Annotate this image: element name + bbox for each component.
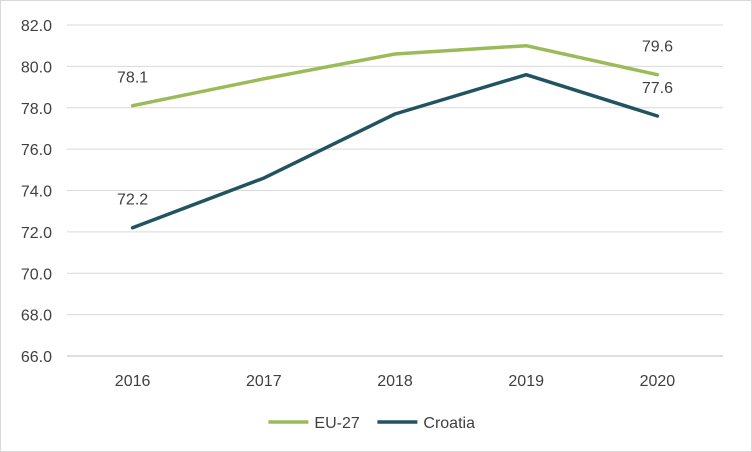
legend-label-croatia: Croatia xyxy=(423,415,475,432)
data-label: 77.6 xyxy=(642,80,673,97)
y-tick-label: 68.0 xyxy=(21,308,52,325)
y-tick-label: 76.0 xyxy=(21,142,52,159)
y-tick-label: 82.0 xyxy=(21,18,52,35)
y-tick-label: 74.0 xyxy=(21,184,52,201)
y-tick-label: 72.0 xyxy=(21,225,52,242)
x-tick-label: 2018 xyxy=(377,373,413,390)
y-tick-label: 66.0 xyxy=(21,349,52,366)
x-tick-label: 2016 xyxy=(115,373,151,390)
x-tick-label: 2019 xyxy=(508,373,544,390)
data-label: 79.6 xyxy=(642,39,673,56)
data-labels: 78.1 79.6 72.2 77.6 xyxy=(117,39,673,209)
series-lines xyxy=(130,43,660,230)
legend: EU-27 Croatia xyxy=(268,415,475,432)
y-axis-ticks: 66.0 68.0 70.0 72.0 74.0 76.0 78.0 80.0 82.0 xyxy=(21,18,52,366)
data-label: 72.2 xyxy=(117,192,148,209)
x-tick-label: 2020 xyxy=(640,373,676,390)
gridlines xyxy=(67,24,723,357)
x-axis-ticks: 2016 2017 2018 2019 2020 xyxy=(115,373,675,390)
y-tick-label: 70.0 xyxy=(21,266,52,283)
series-line-croatia xyxy=(130,72,660,230)
x-tick-label: 2017 xyxy=(246,373,282,390)
data-label: 78.1 xyxy=(117,70,148,87)
series-line-eu-27 xyxy=(130,43,660,108)
y-tick-label: 80.0 xyxy=(21,59,52,76)
legend-label-eu-27: EU-27 xyxy=(314,415,359,432)
y-tick-label: 78.0 xyxy=(21,101,52,118)
